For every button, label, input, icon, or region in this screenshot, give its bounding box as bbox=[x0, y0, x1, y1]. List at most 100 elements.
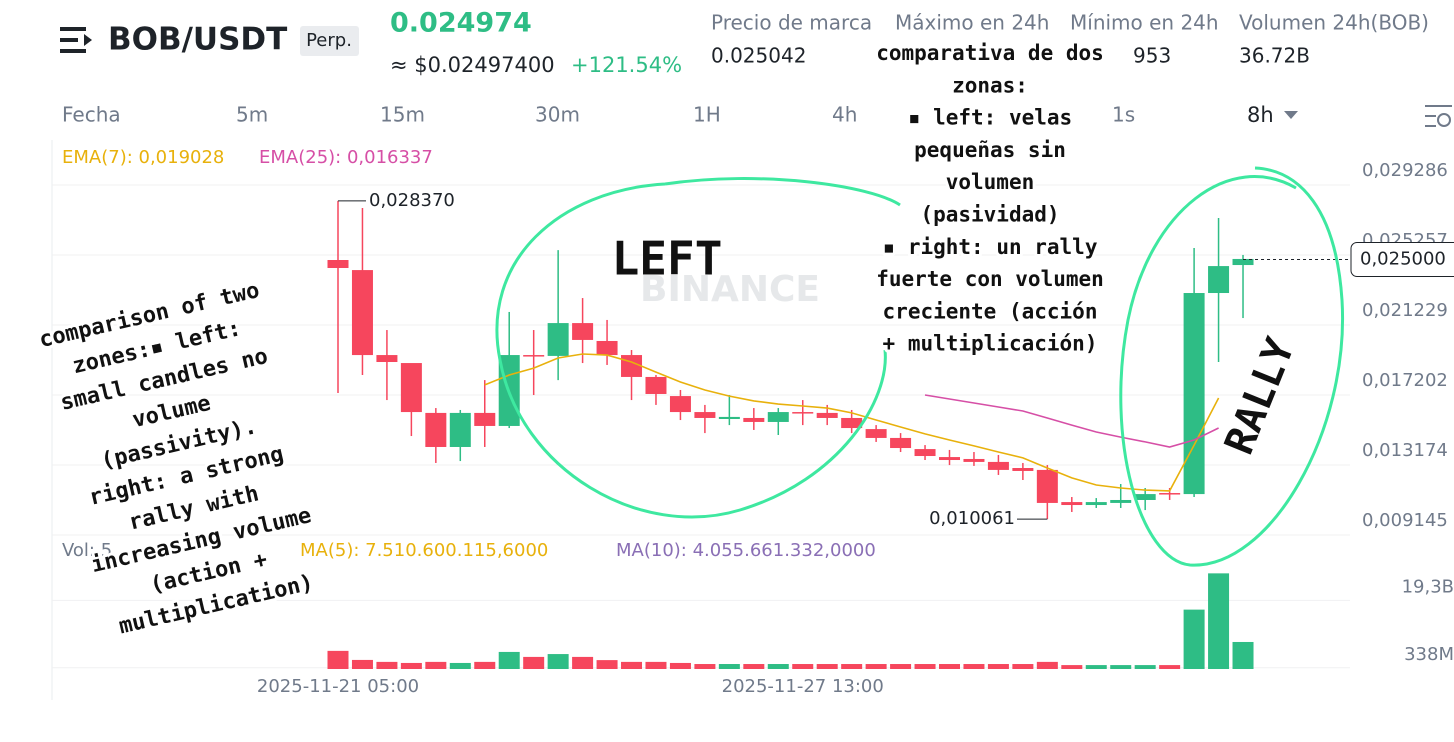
tab-dropdown[interactable] bbox=[1284, 111, 1298, 119]
candle-body bbox=[1183, 293, 1205, 495]
volume-bar bbox=[1134, 665, 1156, 669]
volume-bar bbox=[694, 664, 716, 669]
tab[interactable]: 4h bbox=[832, 103, 857, 127]
candle-body bbox=[523, 355, 545, 357]
volume-bar bbox=[572, 656, 594, 669]
tab-active[interactable]: 8h bbox=[1247, 103, 1274, 127]
note-line: ▪ left: velas bbox=[908, 106, 1072, 130]
candle-body bbox=[1036, 469, 1058, 503]
candle-body bbox=[792, 412, 814, 414]
contract-badge bbox=[300, 26, 359, 56]
stat-value: 0.025042 bbox=[711, 44, 806, 68]
settings-icon[interactable] bbox=[1425, 105, 1452, 127]
x-tick-label: 2025-11-21 05:00 bbox=[257, 676, 419, 697]
candle-body bbox=[1208, 266, 1230, 294]
tab[interactable]: 30m bbox=[535, 103, 580, 127]
indicator-line bbox=[924, 394, 1219, 448]
volume-bar bbox=[1085, 665, 1107, 669]
candle-body bbox=[816, 412, 838, 418]
candle-body bbox=[865, 429, 887, 438]
volume-bar bbox=[963, 664, 985, 669]
tab[interactable]: 5m bbox=[236, 103, 268, 127]
candle-body bbox=[351, 270, 373, 356]
volume-bar bbox=[425, 661, 447, 669]
volume-bar bbox=[914, 664, 936, 669]
icon-bar bbox=[60, 38, 78, 42]
volume-bar bbox=[890, 664, 912, 669]
candle-body bbox=[841, 417, 863, 429]
last-price: 0.024974 bbox=[390, 8, 532, 39]
volume-bar bbox=[1012, 664, 1034, 669]
max-label: 0,028370 bbox=[369, 190, 455, 211]
note-line: ▪ right: un rally bbox=[883, 235, 1098, 259]
candle-body bbox=[963, 458, 985, 462]
tab[interactable]: Fecha bbox=[62, 103, 121, 127]
volume-bar bbox=[816, 664, 838, 669]
volume-bar bbox=[718, 664, 740, 669]
note-line: creciente (acción bbox=[883, 299, 1098, 323]
tab[interactable]: 1H bbox=[693, 103, 721, 127]
volume-bar bbox=[376, 661, 398, 669]
candle-body bbox=[596, 340, 618, 356]
candle-body bbox=[645, 376, 667, 394]
candle-body bbox=[669, 396, 691, 413]
candle-body bbox=[1110, 499, 1132, 503]
y-tick-label: 0,021229 bbox=[1362, 300, 1448, 321]
y-tick-label: 0,013174 bbox=[1362, 440, 1448, 461]
candle-body bbox=[449, 412, 471, 447]
candle-body bbox=[718, 416, 740, 420]
candle-body bbox=[1085, 502, 1107, 506]
pair[interactable]: BOB/USDT bbox=[108, 22, 287, 58]
volume-bar bbox=[792, 664, 814, 669]
left-word: LEFT bbox=[612, 232, 723, 286]
volume-bar bbox=[449, 662, 471, 669]
stat-label: Volumen 24h(BOB) bbox=[1239, 11, 1429, 35]
volume-bar bbox=[987, 664, 1009, 669]
note-line: comparativa de dos bbox=[876, 41, 1104, 65]
tabs: Fecha 5m 15m 30m 1H 4h 1s 8h bbox=[62, 103, 1452, 127]
candle-body bbox=[743, 417, 765, 422]
volume-bar bbox=[1232, 641, 1254, 669]
volume-bar bbox=[498, 651, 520, 669]
candle-body bbox=[1134, 494, 1156, 500]
volume-bar bbox=[327, 650, 349, 669]
legend-entry: MA(10): 4.055.661.332,0000 bbox=[616, 540, 876, 561]
volume-bar bbox=[351, 659, 373, 669]
min-label: 0,010061 bbox=[929, 508, 1015, 529]
y-tick-label: 19,3B bbox=[1402, 576, 1454, 597]
candle-body bbox=[572, 323, 594, 340]
usd-price: ≈ $0.02497400 bbox=[390, 53, 555, 77]
tab[interactable]: 1s bbox=[1112, 103, 1135, 127]
menu-icon[interactable] bbox=[60, 27, 92, 53]
left-circle bbox=[495, 177, 901, 519]
volume-bar bbox=[400, 662, 422, 669]
volume-bar bbox=[621, 661, 643, 669]
last-price-box bbox=[1350, 241, 1454, 277]
volume-bar bbox=[474, 661, 496, 669]
volume-bar bbox=[1208, 573, 1230, 669]
candle-body bbox=[474, 412, 496, 426]
volume-bar bbox=[1183, 609, 1205, 669]
icon-arrow bbox=[84, 34, 92, 46]
candle-body bbox=[400, 363, 422, 413]
stat-value: 36.72B bbox=[1239, 44, 1310, 68]
volume-bar bbox=[841, 664, 863, 669]
candle-body bbox=[939, 457, 960, 461]
tab[interactable]: 15m bbox=[380, 103, 425, 127]
candle-body bbox=[987, 461, 1009, 470]
volume-bar bbox=[669, 662, 691, 669]
watermark: BINANCE bbox=[640, 269, 820, 310]
volume-bar bbox=[865, 664, 887, 669]
icon-bar bbox=[60, 49, 86, 53]
volume-bar bbox=[645, 661, 667, 669]
plot: BINANCE0,0292860,0252570,0212290,0172020… bbox=[52, 147, 1454, 697]
rally-circle bbox=[1119, 166, 1345, 567]
stat-value: 953 bbox=[1133, 44, 1171, 68]
contract: Perp. bbox=[306, 30, 352, 51]
volume-bar bbox=[743, 664, 765, 669]
stat-label: Precio de marca bbox=[711, 11, 872, 35]
candle-body bbox=[914, 449, 936, 457]
volume-bar bbox=[1036, 661, 1058, 669]
